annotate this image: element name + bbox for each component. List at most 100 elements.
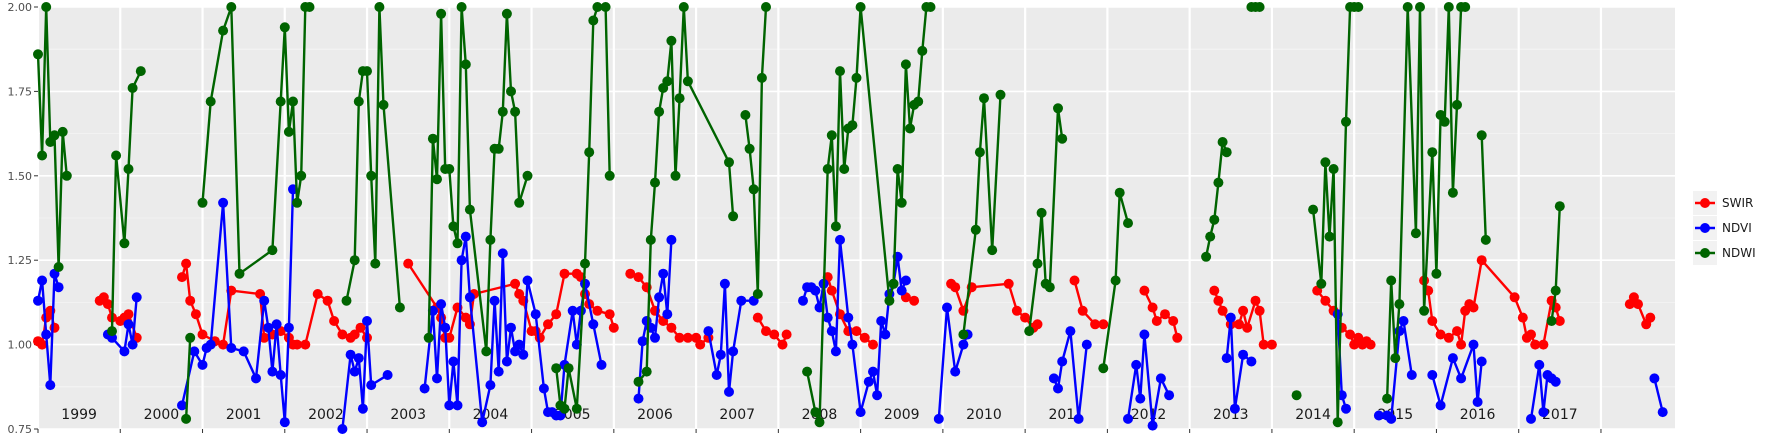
data-point-ndvi: [189, 346, 200, 357]
data-point-ndwi: [1353, 2, 1364, 12]
data-point-ndwi: [633, 376, 644, 387]
data-point-ndvi: [251, 373, 261, 384]
data-point-ndwi: [1402, 2, 1413, 12]
data-point-ndwi: [1308, 204, 1319, 215]
data-point-ndvi: [942, 302, 952, 313]
data-point-ndvi: [1164, 390, 1175, 401]
data-point-ndwi: [464, 204, 475, 215]
data-point-ndvi: [366, 380, 377, 391]
legend-marker: [1700, 223, 1710, 233]
data-point-swir: [1538, 339, 1549, 350]
data-point-ndwi: [1024, 326, 1035, 337]
data-point-ndvi: [1476, 356, 1487, 367]
data-point-ndvi: [436, 299, 447, 310]
data-point-ndvi: [452, 400, 463, 411]
data-point-ndwi: [275, 96, 286, 107]
data-point-ndvi: [1139, 329, 1150, 340]
data-point-ndwi: [1332, 417, 1343, 428]
data-point-ndwi: [111, 150, 122, 161]
data-point-ndwi: [810, 407, 821, 418]
data-point-ndvi: [650, 332, 660, 343]
data-point-ndwi: [571, 403, 582, 414]
data-point-swir: [1098, 319, 1109, 330]
data-point-swir: [1242, 322, 1253, 333]
data-point-ndwi: [1036, 207, 1047, 218]
data-point-ndwi: [456, 2, 467, 12]
data-point-swir: [322, 295, 333, 306]
data-point-ndvi: [345, 349, 356, 360]
data-point-ndvi: [900, 275, 911, 286]
data-point-swir: [666, 322, 677, 333]
data-point-ndvi: [1053, 383, 1063, 394]
data-point-ndvi: [637, 336, 648, 347]
data-point-ndvi: [826, 326, 837, 337]
data-point-ndwi: [563, 363, 574, 374]
data-point-ndvi: [518, 349, 529, 360]
data-point-swir: [1003, 278, 1014, 289]
data-point-swir: [218, 339, 229, 350]
legend-marker: [1700, 248, 1710, 258]
data-point-ndwi: [847, 120, 858, 131]
data-point-ndwi: [1201, 251, 1212, 262]
data-point-ndwi: [448, 221, 459, 232]
data-point-swir: [181, 258, 192, 269]
data-point-ndwi: [33, 49, 43, 60]
data-point-ndvi: [522, 275, 533, 286]
data-point-ndvi: [810, 285, 821, 296]
data-point-ndvi: [830, 346, 841, 357]
data-point-ndvi: [1657, 407, 1668, 418]
data-point-ndwi: [127, 83, 138, 93]
data-point-ndvi: [719, 278, 730, 289]
data-point-ndvi: [41, 329, 52, 340]
data-point-ndwi: [892, 164, 903, 174]
data-point-swir: [49, 322, 60, 333]
data-point-ndvi: [1373, 410, 1384, 421]
data-point-ndwi: [378, 99, 389, 110]
data-point-ndwi: [1123, 218, 1133, 229]
data-point-ndvi: [703, 326, 714, 337]
y-tick-label: 0.75: [8, 423, 33, 436]
data-point-ndwi: [1550, 285, 1561, 296]
data-point-swir: [674, 332, 685, 343]
data-point-ndwi: [748, 184, 759, 195]
data-point-ndwi: [37, 150, 48, 161]
data-point-ndwi: [756, 72, 767, 83]
data-point-ndwi: [522, 170, 533, 181]
data-point-ndwi: [185, 332, 196, 343]
data-point-swir: [1258, 339, 1269, 350]
data-point-ndwi: [835, 66, 845, 77]
data-point-ndwi: [654, 106, 665, 117]
data-point-ndvi: [798, 295, 808, 306]
data-point-swir: [625, 268, 636, 279]
data-point-ndvi: [205, 339, 216, 350]
data-point-ndwi: [822, 164, 833, 174]
data-point-ndwi: [970, 224, 981, 235]
data-point-ndvi: [1406, 370, 1417, 380]
data-point-ndvi: [1456, 373, 1467, 384]
data-point-ndvi: [1398, 316, 1409, 326]
data-point-swir: [1452, 326, 1462, 337]
data-point-ndvi: [1131, 359, 1142, 370]
data-point-ndwi: [1098, 363, 1109, 374]
data-point-ndvi: [464, 292, 475, 303]
data-point-ndvi: [1238, 349, 1249, 360]
data-point-ndwi: [1291, 390, 1302, 401]
data-point-swir: [185, 295, 196, 306]
data-point-ndvi: [493, 366, 504, 377]
data-point-swir: [1320, 295, 1331, 306]
data-point-swir: [1266, 339, 1277, 350]
series-line-ndwi: [637, 5, 735, 383]
data-point-ndwi: [551, 363, 562, 374]
data-point-swir: [1456, 339, 1467, 350]
data-point-ndvi: [880, 329, 891, 340]
data-point-ndvi: [958, 339, 969, 350]
y-tick-label: 2.00: [8, 1, 33, 14]
data-point-ndvi: [271, 319, 282, 330]
data-point-ndvi: [654, 292, 665, 303]
data-point-ndvi: [711, 370, 722, 380]
data-point-swir: [337, 329, 348, 340]
data-point-swir: [1147, 302, 1158, 313]
year-label: 2009: [884, 407, 920, 423]
data-point-ndvi: [567, 305, 578, 316]
data-point-ndwi: [814, 417, 825, 428]
